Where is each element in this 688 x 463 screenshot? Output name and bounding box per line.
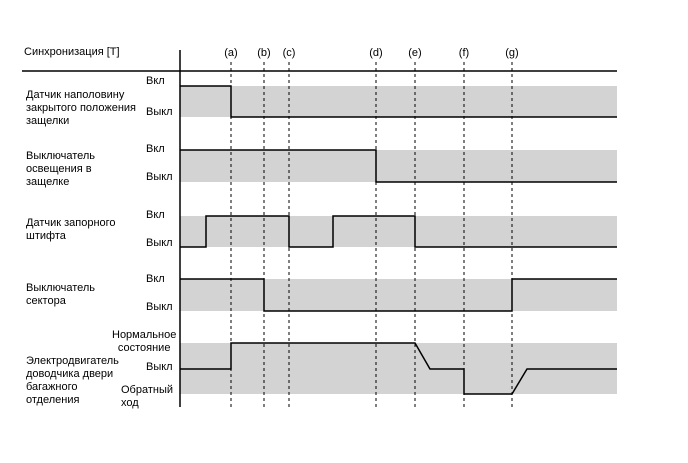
signal-label-half-latch-sensor: Датчик наполовину закрытого положения за… [26, 89, 136, 127]
signal-label-sector-switch: Выключатель сектора [26, 282, 96, 307]
state-on-row-4: Вкл [146, 273, 165, 285]
state-off-row-3: Выкл [146, 237, 173, 249]
state-off-row-1: Выкл [146, 106, 173, 118]
waveform-closer-motor [180, 342, 617, 395]
waveform-half-latch-sensor [180, 85, 617, 118]
waveform-sector-switch [180, 278, 617, 312]
event-label-c: (c) [282, 47, 296, 59]
state-normal-row-5: Нормальное состояние [112, 329, 177, 354]
event-label-g: (g) [505, 47, 519, 59]
band-row-3 [180, 216, 617, 247]
band-row-4 [180, 279, 617, 311]
band-row-1 [180, 86, 617, 117]
state-off-row-5: Выкл [146, 361, 173, 373]
waveform-pawl-pin-sensor [180, 215, 617, 248]
timing-header-label: Синхронизация [T] [24, 46, 120, 58]
signal-label-pawl-pin-sensor: Датчик запорного штифта [26, 217, 116, 242]
event-label-b: (b) [257, 47, 271, 59]
state-on-row-2: Вкл [146, 143, 165, 155]
signal-label-latch-light-switch: Выключатель освещения в защелке [26, 150, 96, 188]
event-label-e: (e) [408, 47, 422, 59]
state-on-row-3: Вкл [146, 209, 165, 221]
state-off-row-4: Выкл [146, 301, 173, 313]
event-label-d: (d) [369, 47, 383, 59]
event-label-a: (a) [224, 47, 238, 59]
signal-label-closer-motor: Электродвигатель доводчика двери багажно… [26, 355, 119, 406]
state-off-row-2: Выкл [146, 171, 173, 183]
waveform-latch-light-switch [180, 149, 617, 183]
event-label-f: (f) [458, 47, 470, 59]
state-reverse-row-5: Обратный ход [121, 384, 174, 409]
band-row-2 [180, 150, 617, 182]
state-on-row-1: Вкл [146, 75, 165, 87]
